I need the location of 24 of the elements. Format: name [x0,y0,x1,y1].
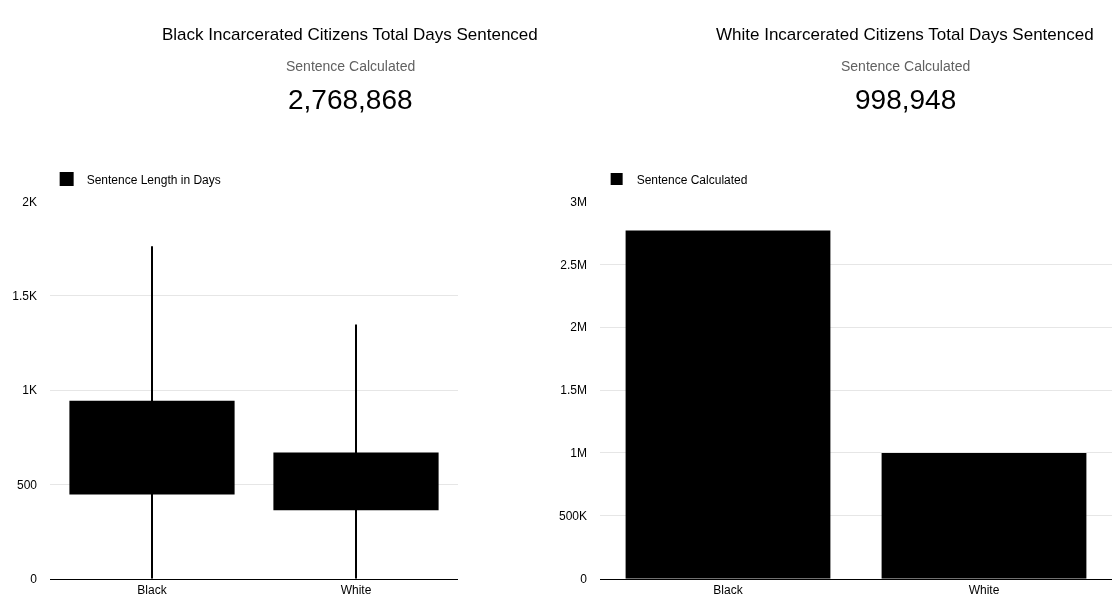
text: Sentence Calculated [286,58,416,74]
y-tick-label: 0 [30,571,38,586]
text: 2,768,868 [288,84,413,115]
y-tick-label: 1.5K [12,288,37,303]
legend-label: Sentence Calculated [636,172,748,187]
x-tick-label: White [968,583,1000,598]
y-tick-label: 2M [570,320,587,335]
y-tick-label: 3M [570,194,587,209]
x-tick-label: Black [713,583,744,598]
text: White Incarcerated Citizens Total Days Sentenced [716,25,1094,44]
y-tick-label: 2K [22,194,37,209]
y-tick-label: 500 [16,477,38,492]
y-tick-label: 1K [22,383,37,398]
y-tick-label: 2.5M [560,257,587,272]
text: Black Incarcerated Citizens Total Days Sentenced [162,25,538,44]
y-tick-label: 1M [570,446,587,461]
x-tick-label: Black [137,583,168,598]
text: Sentence Calculated [841,58,971,74]
legend-label: Sentence Length in Days [86,172,221,187]
y-tick-label: 1.5M [560,383,587,398]
text: 998,948 [855,84,957,115]
y-tick-label: 500K [558,508,587,523]
y-tick-label: 0 [580,571,588,586]
x-tick-label: White [340,583,372,598]
